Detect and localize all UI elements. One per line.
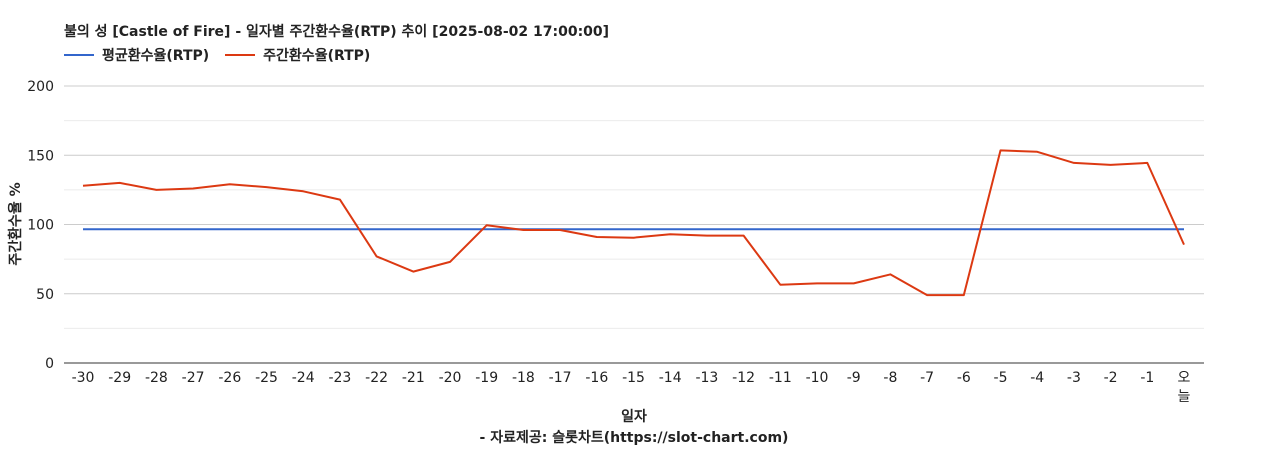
series-line-weekly [82,149,1185,297]
x-tick-label: -25 [255,370,278,386]
y-axis-ticks: 0 50 100 150 200 [27,79,54,372]
x-tick-label: -5 [994,370,1008,386]
x-tick-label: -16 [585,370,608,386]
x-tick-label: -9 [847,370,861,386]
x-tick-label: -17 [549,370,572,386]
x-tick-label: -1 [1140,370,1154,386]
x-tick-label: -11 [769,370,792,386]
x-tick-label: -12 [732,370,755,386]
y-axis-title: 주간환수율 % [7,182,24,265]
x-tick-label: -19 [475,370,498,386]
source-note: - 자료제공: 슬롯차트(https://slot-chart.com) [480,430,789,446]
x-axis-title: 일자 [621,409,647,425]
legend-label-weekly: 주간환수율(RTP) [263,48,371,64]
y-tick-label: 200 [27,79,54,95]
x-tick-label: -10 [806,370,829,386]
x-tick-label: -8 [883,370,897,386]
x-tick-label: -4 [1030,370,1044,386]
x-tick-label: -21 [402,370,425,386]
x-tick-label: -15 [622,370,645,386]
x-tick-label: -30 [72,370,95,386]
x-tick-label: -14 [659,370,682,386]
series-lines [82,149,1185,297]
x-tick-label: -18 [512,370,535,386]
x-tick-label: -7 [920,370,934,386]
x-tick-label: -24 [292,370,315,386]
gridlines [64,85,1204,329]
y-tick-label: 0 [45,356,54,372]
x-tick-label: -28 [145,370,168,386]
x-tick-label: -22 [365,370,388,386]
chart-title: 불의 성 [Castle of Fire] - 일자별 주간환수율(RTP) 추… [64,24,610,40]
x-tick-label: -29 [108,370,131,386]
legend-swatch-weekly [225,54,256,56]
y-tick-label: 100 [27,218,54,234]
legend-swatch-average [64,54,94,56]
x-tick-label: -3 [1067,370,1081,386]
x-tick-label: -2 [1104,370,1118,386]
y-tick-label: 50 [36,287,54,303]
chart-legend: 평균환수율(RTP) 주간환수율(RTP) [64,46,386,64]
x-axis-ticks: -30 -29 -28 -27 -26 -25 -24 -23 -22 -21 -20 -19 -18-… [72,370,1191,405]
y-tick-label: 150 [27,148,54,164]
x-tick-label: -26 [218,370,241,386]
x-tick-label: -13 [695,370,718,386]
legend-label-average: 평균환수율(RTP) [102,48,210,64]
x-tick-label: -6 [957,370,971,386]
x-tick-label: -23 [328,370,351,386]
x-tick-label: -27 [182,370,205,386]
x-tick-label: -20 [439,370,462,386]
legend-item-average[interactable]: 평균환수율(RTP) [64,45,209,65]
legend-item-weekly[interactable]: 주간환수율(RTP) [225,45,370,65]
